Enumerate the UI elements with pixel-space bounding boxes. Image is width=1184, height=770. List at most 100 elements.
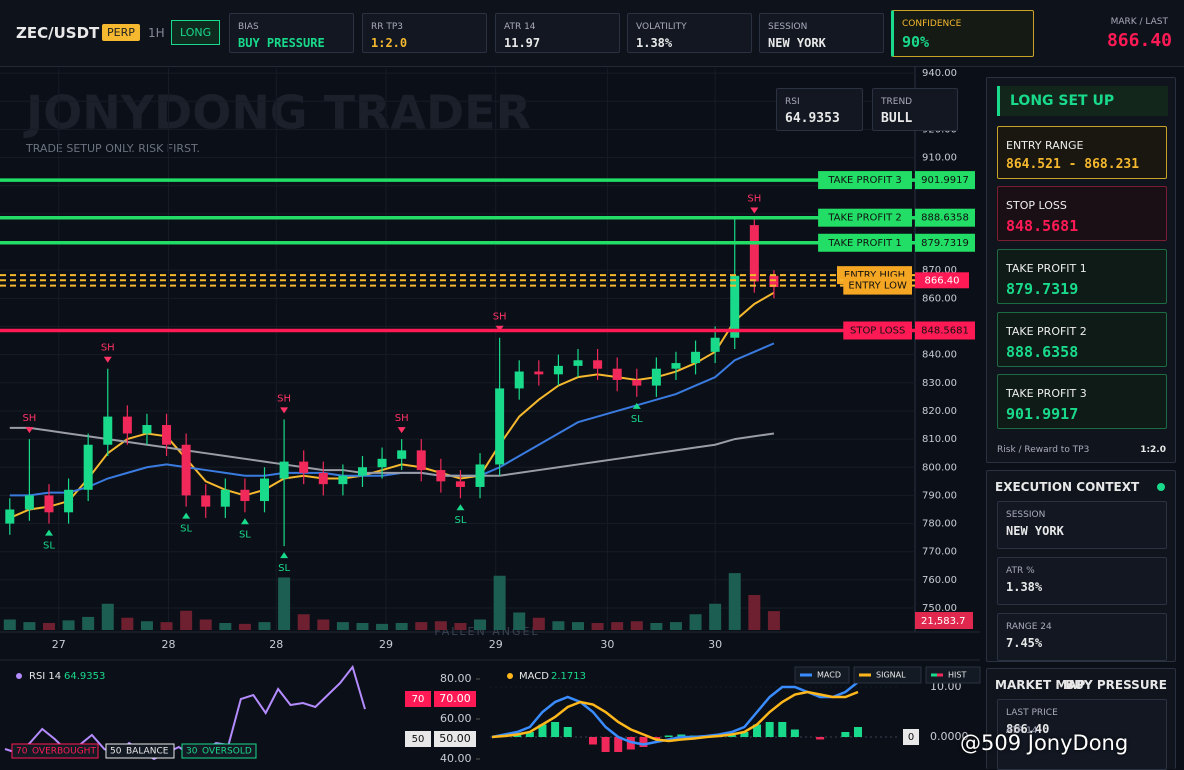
y-tick-label: 810.00 [922,434,957,445]
candle-body [769,275,779,288]
level-label: ENTRY HIGH [844,270,905,281]
level-label-tag [434,691,476,707]
volume-bar [395,623,408,630]
swing-arrow [750,207,759,214]
volume-bar [454,623,467,630]
y-tick-label: 0.0000 [930,730,969,743]
legend-value: 30 [186,747,198,757]
swing-label: SL [180,524,192,535]
candle-body [534,371,544,375]
level-value: 879.7319 [921,238,969,249]
volume-bar [62,620,75,630]
context-label: ATR % [1006,566,1035,576]
level-label: 50.00 [439,732,471,745]
x-tick-label: 30 [708,638,722,651]
x-tick-label: 28 [162,638,176,651]
y-tick-label: 910.00 [922,153,957,164]
hist-bar [778,722,787,737]
swing-label: SL [631,414,643,425]
x-tick-label: 28 [269,638,283,651]
y-tick-label: 80.00 [440,672,472,685]
candle-body [612,368,622,380]
side-badge: LONG [171,20,221,45]
level-value-tag [915,321,975,340]
swing-label: SH [277,393,291,404]
volume-bar [121,617,134,630]
context-card: ATR % 1.38% [997,557,1167,605]
card-label: STOP LOSS [1006,199,1067,212]
swing-arrow [280,552,289,559]
level-value: 901.9917 [921,175,969,186]
x-tick-label: 29 [489,638,503,651]
legend-box [794,666,850,684]
legend-box [181,743,257,759]
volume-bar [317,619,330,630]
candle-body [338,475,348,485]
swing-arrow [240,518,249,525]
volume-bar [219,623,232,630]
candle-body [377,458,387,468]
candle-body [103,416,113,445]
tp-card: TAKE PROFIT 3 901.9917 [997,374,1167,429]
last-price-tag [915,272,969,289]
candle-body [181,444,191,496]
swing-label: SH [747,193,761,204]
entry-sep: - [1068,157,1077,172]
context-label: RANGE 24 [1006,622,1052,632]
execution-title: EXECUTION CONTEXT [995,480,1140,494]
y-tick-label: 60.00 [440,712,472,725]
swing-arrow [632,402,641,409]
legend-value: 50 [110,747,122,757]
market-map-state: BUY PRESSURE [1065,678,1167,692]
hist-bar [765,722,774,737]
candle-body [553,365,563,375]
level-label-tag [434,731,476,747]
symbol: ZEC/USDT [16,24,100,42]
x-tick-label: 30 [600,638,614,651]
y-tick-label: 860.00 [922,293,957,304]
stat-label: SESSION [768,22,808,32]
volume-bar [669,622,682,630]
volume-bar [532,617,545,630]
x-tick-label: 29 [379,638,393,651]
volume-bar [748,595,761,630]
macd-line [491,681,859,746]
legend-label: OVERBOUGHT [32,747,96,757]
volume-bar [415,622,428,630]
stat-value: BUY PRESSURE [238,36,325,50]
y-tick-label: 40.00 [440,752,472,765]
context-value: 7.45% [1006,636,1043,650]
hist-bar [563,727,572,737]
volume-bar [180,610,193,630]
level-value-tag [915,208,975,227]
level-label: TAKE PROFIT 2 [827,213,901,224]
card-value: 879.7319 [1006,280,1079,298]
card-label: TAKE PROFIT 2 [1006,325,1087,338]
candle-body [495,388,505,465]
market-map-next: ATR 14 [1006,726,1038,736]
y-tick-label: 790.00 [922,490,957,501]
x-tick-label: 27 [52,638,66,651]
swing-arrow [280,407,289,414]
context-card: SESSION NEW YORK [997,501,1167,549]
legend-label: SIGNAL [876,671,906,680]
stat-value: 11.97 [504,36,541,50]
volume-bar [611,622,624,630]
legend-label: MACD [817,671,841,680]
swing-arrow [495,325,504,332]
entry-label: ENTRY RANGE [1006,139,1084,152]
overlay-line [9,426,775,477]
volume-bar [767,611,780,630]
card-label: TAKE PROFIT 3 [1006,387,1087,400]
volume-bar [140,621,153,630]
volume-bar [591,623,604,630]
candle-body [691,351,701,364]
card-value: 888.6358 [1006,343,1079,361]
y-tick-label: 870.00 [922,265,957,276]
confidence-box: CONFIDENCE 90% [891,10,1034,57]
axis-panel [915,66,977,666]
volume-bar [728,573,741,630]
setup-title: LONG SET UP [997,86,1168,116]
card-value: 848.5681 [1006,217,1079,235]
mark-label: MARK / LAST [1110,17,1168,27]
